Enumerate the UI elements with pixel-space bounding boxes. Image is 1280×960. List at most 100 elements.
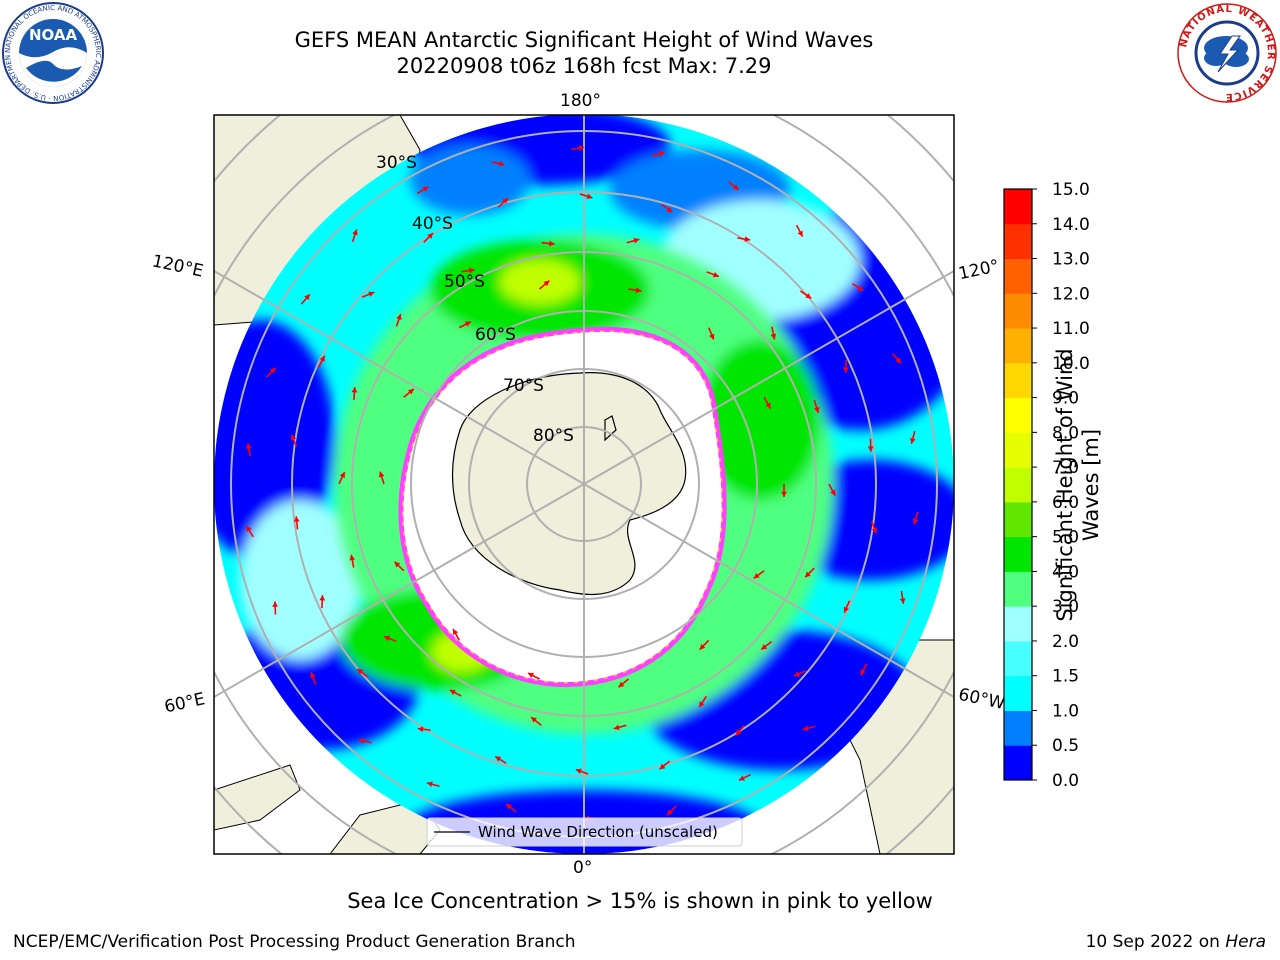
wave-arrow-head xyxy=(575,768,582,775)
wave-arrow-head xyxy=(793,671,800,677)
lon-label-180: 180° xyxy=(560,91,601,111)
noaa-logo-icon: NATIONAL OCEANIC AND ATMOSPHERIC ADMINIS… xyxy=(2,2,104,104)
colorbar-tick-label: 4.0 xyxy=(1052,562,1079,582)
colorbar-swatch xyxy=(1004,606,1032,642)
colorbar-swatch xyxy=(1004,189,1032,225)
colorbar-swatch xyxy=(1004,640,1032,677)
wave-arrow-head xyxy=(422,186,429,192)
lon-label-60w: 60°W xyxy=(957,685,1007,714)
wave-arrow-head xyxy=(781,491,787,497)
wave-arrow-head xyxy=(246,525,252,532)
colorbar-tick-label: 0.0 xyxy=(1052,771,1079,791)
wave-arrow-head xyxy=(843,367,849,373)
wave-arrow-head xyxy=(899,598,906,604)
wave-arrow-head xyxy=(549,240,555,247)
wave-arrow-head xyxy=(659,763,666,770)
wave-arrow-head xyxy=(910,437,916,444)
footer-date-text: 10 Sep 2022 on xyxy=(1085,932,1220,952)
wave-arrow-head xyxy=(357,668,364,675)
graticule xyxy=(214,115,954,854)
wave-arrow-head xyxy=(666,206,673,213)
lat-label-70s: 70°S xyxy=(503,376,544,396)
wave-arrow-head xyxy=(319,595,326,601)
colorbar-tick-label: 3.0 xyxy=(1052,597,1079,617)
colorbar-swatch xyxy=(1004,571,1032,607)
sea-ice-note: Sea Ice Concentration > 15% is shown in … xyxy=(347,889,933,913)
wave-arrow-head xyxy=(735,729,742,736)
wave-arrow-head xyxy=(502,198,509,204)
wave-arrow-head xyxy=(712,271,719,278)
colorbar-tick-label: 10.0 xyxy=(1052,354,1090,374)
colorbar-tick-label: 8.0 xyxy=(1052,423,1079,443)
wave-arrow-head xyxy=(732,184,739,190)
wave-arrow-head xyxy=(618,681,625,688)
wave-arrow-head xyxy=(453,628,459,635)
wave-arrow-head xyxy=(358,738,365,744)
wave-arrow-head xyxy=(495,756,502,762)
wave-arrow-head xyxy=(543,280,550,287)
wave-arrow-head xyxy=(699,643,706,650)
wave-arrow-head xyxy=(586,193,593,200)
colorbar-tick-label: 2.0 xyxy=(1052,632,1079,652)
colorbar-label: Significant Height of Wind Waves [m] xyxy=(1053,348,1103,622)
wave-arrow-head xyxy=(506,803,512,810)
wave-arrow-head xyxy=(339,472,345,479)
wave-arrow-head xyxy=(578,145,585,151)
wave-arrow-head xyxy=(635,287,642,294)
antarctica-land xyxy=(451,372,687,596)
wave-arrow-head xyxy=(830,489,836,496)
lat-labels: 30°S 40°S 50°S 60°S 70°S 80°S xyxy=(376,153,574,446)
wave-arrow-head xyxy=(349,554,356,561)
wave-arrow-head xyxy=(738,775,745,781)
legend: Wind Wave Direction (unscaled) xyxy=(426,817,743,847)
wave-arrow-head xyxy=(761,644,768,650)
colorbar-tick-label: 7.0 xyxy=(1052,458,1079,478)
wave-arrow-head xyxy=(770,333,777,340)
colorbar-swatch xyxy=(1004,432,1032,468)
wave-arrow-head xyxy=(351,387,358,393)
colorbar-tick-label: 11.0 xyxy=(1052,319,1090,339)
wave-arrow-head xyxy=(843,606,849,613)
wave-arrow-head xyxy=(744,236,751,242)
chart-title: GEFS MEAN Antarctic Significant Height o… xyxy=(294,28,874,52)
map-frame xyxy=(213,114,955,855)
wave-arrow-head xyxy=(667,809,673,816)
lon-label-0: 0° xyxy=(573,858,592,878)
colorbar-tick-label: 9.0 xyxy=(1052,389,1079,409)
colorbar-tick-label: 5.0 xyxy=(1052,528,1079,548)
legend-label: Wind Wave Direction (unscaled) xyxy=(478,823,718,841)
colorbar: 0.0 0.5 1.0 1.5 2.0 3.0 4.0 5.0 6.0 7.0 8.0 9.0 10.0… xyxy=(1003,180,1090,791)
wave-arrow-head xyxy=(498,160,505,167)
lat-label-30s: 30°S xyxy=(376,153,417,173)
wave-arrow-head xyxy=(304,294,310,301)
wave-arrow-head xyxy=(633,237,640,244)
colorbar-swatch xyxy=(1004,362,1032,399)
wave-arrow-head xyxy=(319,355,325,362)
colorbar-swatch xyxy=(1004,675,1032,711)
colorbar-tick-label: 12.0 xyxy=(1052,284,1090,304)
wave-arrow-head xyxy=(699,701,705,708)
wave-arrow-head xyxy=(813,406,820,413)
wave-arrow-head xyxy=(857,285,864,291)
wave-arrow-head xyxy=(269,367,276,374)
footer-date: 10 Sep 2022 on Hera xyxy=(1086,932,1266,952)
colorbar-tick-label: 14.0 xyxy=(1052,215,1090,235)
wave-arrow-head xyxy=(394,561,401,568)
wave-arrow-head xyxy=(272,601,279,607)
wave-arrow-head xyxy=(531,717,537,723)
colorbar-swatch xyxy=(1004,223,1032,260)
wave-arrow-head xyxy=(912,518,919,525)
wave-arrow-head xyxy=(407,388,414,395)
colorbar-tick-label: 15.0 xyxy=(1052,180,1090,200)
wave-arrow-head xyxy=(293,516,300,522)
lat-label-40s: 40°S xyxy=(412,214,453,234)
colorbar-tick-label: 1.0 xyxy=(1052,701,1079,721)
wave-arrow-head xyxy=(797,230,803,237)
colorbar-tick-label: 13.0 xyxy=(1052,250,1090,270)
colorbar-tick-label: 0.5 xyxy=(1052,736,1079,756)
wave-arrow-head xyxy=(464,321,471,327)
lon-label-60e: 60°E xyxy=(163,689,207,717)
wave-arrow-head xyxy=(427,233,434,239)
wave-arrow-head xyxy=(895,357,902,364)
